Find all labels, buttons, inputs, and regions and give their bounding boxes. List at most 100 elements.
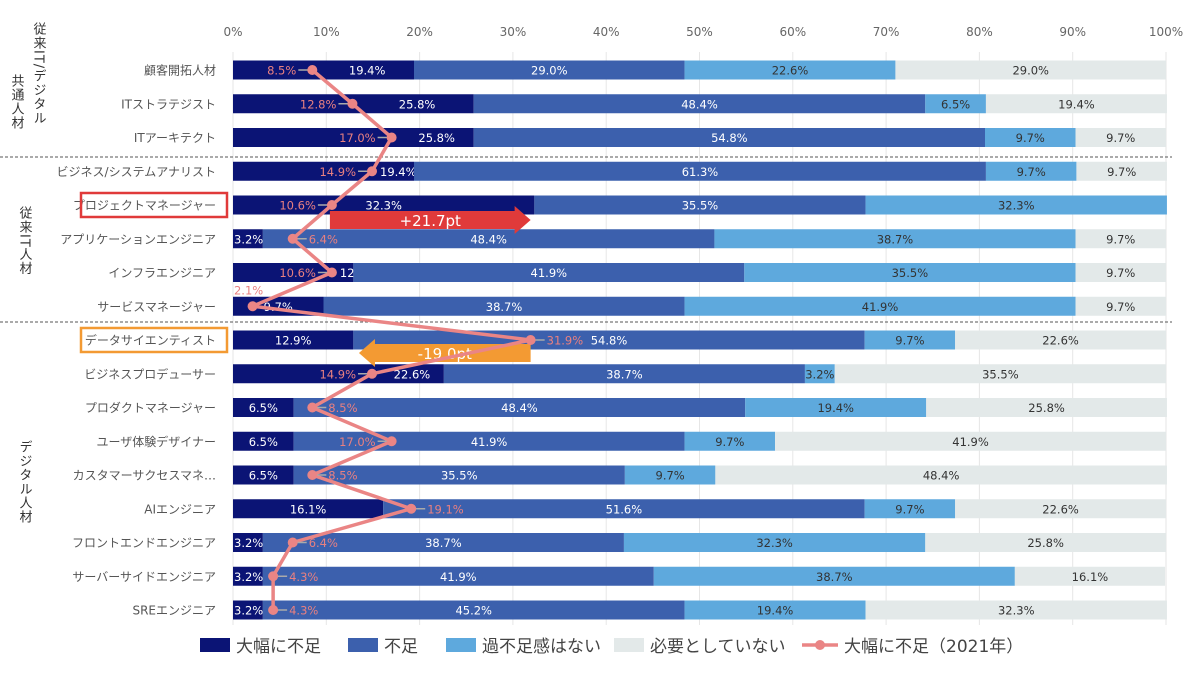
bar-value-label: 9.7%	[1107, 165, 1136, 179]
bar-segment	[624, 465, 716, 485]
bar-segment	[233, 600, 263, 620]
bar-segment	[926, 398, 1167, 417]
change-arrow	[358, 339, 531, 367]
bar-segment	[745, 398, 927, 417]
bar-value-label: 3.2%	[234, 570, 263, 584]
x-tick-label: 0%	[223, 25, 242, 39]
bar-value-label: 25.8%	[399, 97, 436, 111]
bar-value-label: 48.4%	[923, 469, 960, 483]
bar-segment	[985, 161, 1077, 181]
bar-segment	[534, 195, 866, 215]
x-tick-label: 90%	[1059, 25, 1086, 39]
bar-value-label: 9.7%	[1017, 165, 1046, 179]
line-value-label: 14.9%	[319, 165, 356, 179]
bar-segment	[865, 195, 1167, 215]
category-label: ビジネス/システムアナリスト	[57, 165, 216, 179]
category-label: プロダクトマネージャー	[85, 400, 216, 415]
line-point	[307, 402, 318, 413]
bar-value-label: 6.5%	[249, 401, 278, 415]
highlight-box	[79, 191, 229, 219]
bar-segment	[383, 499, 865, 519]
bar-segment	[473, 128, 985, 147]
bar-value-label: 41.9%	[531, 266, 568, 280]
category-label: サービスマネージャー	[97, 300, 216, 314]
line-value-label: 19.1%	[427, 502, 464, 516]
bar-segment	[473, 94, 926, 114]
bar-segment	[262, 566, 654, 586]
x-tick-label: 100%	[1149, 25, 1183, 39]
bar-segment	[293, 465, 625, 485]
group-label: デジタル人材	[17, 440, 33, 524]
line-value-label: 14.9%	[319, 367, 356, 381]
bar-segment	[262, 229, 715, 249]
bar-value-label: 9.7%	[715, 435, 744, 449]
bar-segment	[684, 600, 866, 620]
bar-segment	[804, 364, 835, 384]
legend-label: 必要としていない	[650, 637, 786, 657]
category-label: データサイエンティスト	[85, 333, 216, 348]
bar-value-label: 61.3%	[682, 165, 719, 179]
bar-value-label: 22.6%	[394, 367, 431, 381]
category-label: ビジネスプロデューサー	[84, 366, 216, 381]
bar-value-label: 29.0%	[531, 64, 568, 78]
bar-segment	[684, 296, 1076, 316]
bar-segment	[233, 431, 294, 451]
x-tick-label: 70%	[873, 25, 900, 39]
line-point	[307, 470, 318, 480]
line-point	[268, 571, 279, 582]
bar-segment	[233, 195, 535, 215]
bar-segment	[353, 263, 745, 282]
bar-value-label: 32.3%	[998, 199, 1035, 213]
bar-segment	[864, 499, 956, 519]
change-annotation: +21.7pt	[400, 212, 461, 230]
bar-segment	[955, 499, 1166, 519]
change-arrow	[329, 206, 531, 234]
bar-value-label: 9.7%	[895, 502, 924, 516]
bar-segment	[984, 128, 1076, 147]
category-label: サーバーサイドエンジニア	[72, 570, 216, 584]
bar-segment	[414, 60, 685, 80]
bar-value-label: 19.4%	[817, 401, 854, 415]
bar-segment	[864, 330, 956, 350]
line-point	[367, 166, 378, 177]
line-value-label: 8.5%	[267, 64, 296, 78]
line-value-label: 17.0%	[339, 131, 376, 145]
bar-segment	[414, 161, 986, 181]
bar-value-label: 32.3%	[365, 199, 402, 213]
bar-segment	[715, 465, 1167, 485]
category-label: ユーザ体験デザイナー	[96, 434, 216, 449]
legend-swatch	[348, 638, 378, 652]
bar-segment	[925, 94, 986, 114]
line-value-label: 31.9%	[547, 334, 584, 348]
line-point	[386, 132, 397, 143]
bar-value-label: 38.7%	[425, 536, 462, 550]
bar-segment	[623, 533, 926, 552]
bar-value-label: 22.6%	[1042, 502, 1079, 516]
line-point	[326, 267, 337, 278]
legend-swatch	[446, 638, 476, 652]
x-tick-label: 30%	[500, 25, 527, 39]
bar-value-label: 35.5%	[682, 199, 719, 213]
bar-segment	[865, 600, 1167, 620]
bar-segment	[1075, 229, 1166, 249]
bar-value-label: 19.4%	[349, 64, 386, 78]
line-value-label: 4.3%	[289, 570, 318, 584]
bar-value-label: 19.4%	[380, 165, 417, 179]
legend-label: 大幅に不足	[236, 637, 321, 657]
bar-segment	[744, 263, 1076, 282]
bar-segment	[233, 398, 294, 417]
bar-segment	[233, 60, 415, 80]
group-label: 共通人材	[9, 74, 25, 130]
bar-value-label: 38.7%	[486, 300, 523, 314]
bar-value-label: 9.7%	[1106, 266, 1135, 280]
bar-value-label: 35.5%	[441, 469, 478, 483]
category-label: フロントエンドエンジニア	[72, 536, 216, 550]
line-value-label: 8.5%	[328, 401, 357, 415]
line-point	[347, 98, 358, 109]
bar-segment	[262, 533, 624, 552]
line-value-label: 17.0%	[339, 435, 376, 449]
bar-value-label: 25.8%	[418, 131, 455, 145]
bar-value-label: 6.5%	[249, 435, 278, 449]
bar-segment	[684, 60, 896, 80]
category-label: アプリケーションエンジニア	[60, 232, 216, 246]
